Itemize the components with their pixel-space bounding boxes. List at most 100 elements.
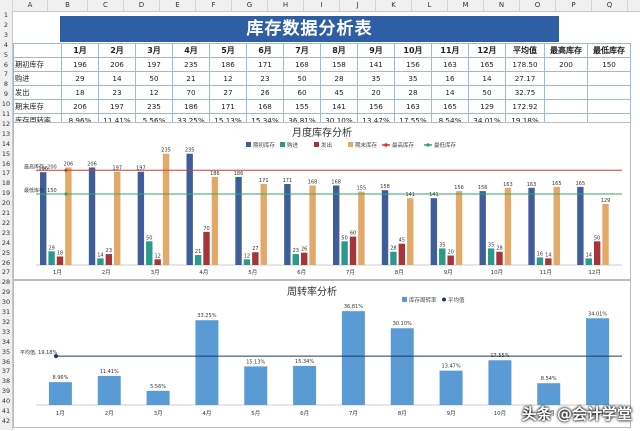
row-header[interactable]: 4 [3, 40, 9, 49]
bar-发出[interactable] [398, 243, 406, 265]
column-header-q[interactable]: Q [592, 0, 628, 11]
bar-期初库存[interactable] [430, 198, 438, 265]
avg-cell[interactable]: 32.75 [505, 85, 545, 100]
bar-购进[interactable] [487, 248, 495, 265]
row-header[interactable]: 8 [3, 80, 9, 89]
bar-期末库存[interactable] [65, 167, 72, 265]
value-cell[interactable]: 165 [468, 57, 506, 72]
column-header-c[interactable]: C [88, 0, 124, 11]
value-cell[interactable]: 23 [98, 85, 136, 100]
row-header[interactable]: 39 [1, 387, 11, 396]
value-cell[interactable]: 186 [172, 99, 210, 114]
min-cell[interactable] [587, 99, 631, 114]
bar-期末库存[interactable] [407, 198, 414, 265]
row-header[interactable]: 3 [3, 30, 9, 39]
value-cell[interactable]: 60 [283, 85, 321, 100]
bar-期初库存[interactable] [235, 176, 242, 265]
row-header[interactable]: 19 [1, 189, 11, 198]
value-cell[interactable]: 206 [61, 99, 99, 114]
value-cell[interactable]: 235 [172, 57, 210, 72]
bar-发出[interactable] [252, 252, 259, 265]
column-header-i[interactable]: I [304, 0, 340, 11]
bar-发出[interactable] [349, 236, 357, 265]
month-header-cell[interactable]: 6月 [246, 43, 284, 58]
bar-发出[interactable] [447, 255, 454, 265]
value-cell[interactable]: 141 [320, 99, 358, 114]
table-corner-cell[interactable] [13, 43, 62, 58]
row-header[interactable]: 41 [1, 407, 11, 415]
row-header[interactable]: 7 [3, 70, 9, 79]
row-header[interactable]: 26 [1, 258, 11, 267]
row-header[interactable]: 9 [3, 90, 9, 99]
row-header[interactable]: 31 [1, 308, 11, 316]
value-cell[interactable]: 168 [283, 57, 321, 72]
bar-期末库存[interactable] [553, 186, 560, 265]
bar-期末库存[interactable] [260, 184, 267, 265]
value-cell[interactable]: 50 [283, 71, 321, 86]
bar-期初库存[interactable] [137, 171, 145, 265]
min-cell[interactable]: 150 [587, 57, 631, 72]
inventory-table[interactable]: 1月 2月 3月 4月 5月 6月 7月 8月 9月 10月 11月 12月 平均值 最高库存 最低库存 期初… [13, 43, 631, 128]
bar-发出[interactable] [56, 256, 64, 265]
value-cell[interactable]: 21 [172, 71, 210, 86]
column-header-n[interactable]: N [484, 0, 520, 11]
bar-turnover[interactable] [146, 390, 170, 405]
value-cell[interactable]: 197 [98, 99, 136, 114]
min-header-cell[interactable]: 最低库存 [587, 43, 631, 58]
value-cell[interactable]: 129 [468, 99, 506, 114]
value-cell[interactable]: 12 [209, 71, 247, 86]
bar-发出[interactable] [300, 252, 308, 265]
month-header-cell[interactable]: 1月 [61, 43, 99, 58]
value-cell[interactable]: 163 [431, 57, 469, 72]
max-header-cell[interactable]: 最高库存 [544, 43, 588, 58]
bar-期初库存[interactable] [186, 153, 193, 265]
value-cell[interactable]: 16 [431, 71, 469, 86]
bar-期末库存[interactable] [504, 187, 512, 265]
row-header[interactable]: 37 [1, 367, 11, 376]
bar-turnover[interactable] [97, 375, 121, 405]
value-cell[interactable]: 18 [61, 85, 99, 100]
bar-发出[interactable] [105, 254, 113, 265]
bar-购进[interactable] [292, 254, 299, 265]
column-header-a[interactable]: A [13, 0, 48, 11]
row-header[interactable]: 5 [3, 50, 9, 59]
value-cell[interactable]: 168 [246, 99, 284, 114]
month-header-cell[interactable]: 8月 [320, 43, 358, 58]
column-header-e[interactable]: E [160, 0, 196, 11]
month-header-cell[interactable]: 2月 [98, 43, 136, 58]
value-cell[interactable]: 235 [135, 99, 173, 114]
row-header[interactable]: 14 [1, 139, 11, 148]
bar-购进[interactable] [194, 255, 202, 265]
value-cell[interactable]: 206 [98, 57, 136, 72]
max-cell[interactable]: 200 [544, 57, 588, 72]
month-header-cell[interactable]: 5月 [209, 43, 247, 58]
month-header-cell[interactable]: 4月 [172, 43, 210, 58]
value-cell[interactable]: 163 [394, 99, 432, 114]
row-header[interactable]: 34 [1, 337, 11, 346]
avg-cell[interactable]: 172.92 [505, 99, 545, 114]
row-label-cell[interactable]: 期末库存 [13, 99, 62, 114]
bar-turnover[interactable] [244, 366, 268, 405]
max-cell[interactable] [544, 99, 588, 114]
bar-购进[interactable] [146, 241, 153, 265]
value-cell[interactable]: 45 [320, 85, 358, 100]
row-header[interactable]: 28 [1, 278, 11, 287]
monthly-inventory-chart[interactable]: 月度库存分析 期初库存 购进 发出 期末库存 最高库存 最低库存 196 29 18 206 1月 20… [13, 122, 631, 280]
row-header[interactable]: 29 [1, 288, 11, 297]
row-header[interactable]: 24 [1, 238, 11, 247]
value-cell[interactable]: 50 [468, 85, 506, 100]
row-header[interactable]: 13 [1, 129, 11, 138]
value-cell[interactable]: 50 [135, 71, 173, 86]
bar-turnover[interactable] [390, 328, 414, 405]
row-header[interactable]: 35 [1, 347, 11, 356]
value-cell[interactable]: 156 [394, 57, 432, 72]
bar-turnover[interactable] [48, 382, 72, 405]
bar-购进[interactable] [341, 241, 348, 265]
column-header-m[interactable]: M [448, 0, 484, 11]
column-header-p[interactable]: P [556, 0, 592, 11]
row-header[interactable]: 36 [1, 357, 11, 366]
month-header-cell[interactable]: 7月 [283, 43, 321, 58]
bar-期末库存[interactable] [211, 176, 219, 265]
row-label-cell[interactable]: 期初库存 [13, 57, 62, 72]
row-header[interactable]: 15 [1, 149, 11, 158]
